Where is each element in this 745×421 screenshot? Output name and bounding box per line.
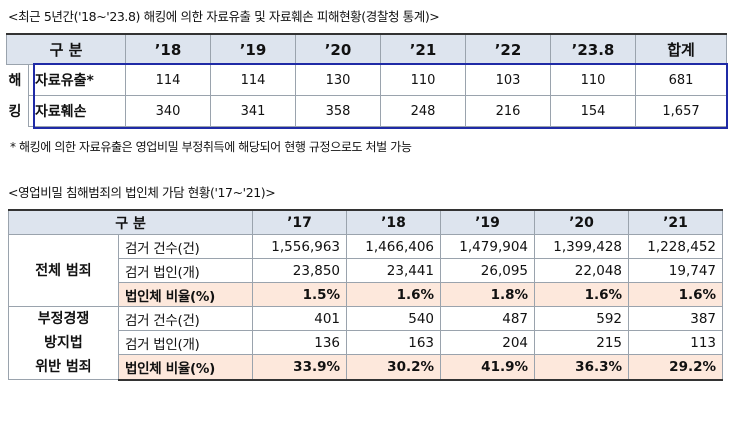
table-cell: 163 xyxy=(346,330,442,356)
row-label: 법인체 비율(%) xyxy=(117,282,254,307)
table-cell: 136 xyxy=(252,330,348,356)
group-label-unfair-competition: 부정경쟁 방지법 위반 범죄 xyxy=(8,306,119,380)
table-cell: 248 xyxy=(380,95,467,127)
table-cell: 1.8% xyxy=(440,282,536,307)
table-cell: 114 xyxy=(125,64,212,96)
table-cell: 341 xyxy=(210,95,297,127)
table-cell: 204 xyxy=(440,330,536,356)
row-label: 검거 건수(건) xyxy=(117,305,254,332)
table1-header-year: ’20 xyxy=(295,33,382,65)
table1-header-year: ’23.8 xyxy=(550,33,637,65)
table2-header-year: ’19 xyxy=(440,209,536,235)
table-cell: 30.2% xyxy=(346,354,442,381)
table-cell: 215 xyxy=(534,330,630,356)
table-cell: 1,399,428 xyxy=(534,234,630,259)
table-cell: 340 xyxy=(125,95,212,127)
table-cell: 130 xyxy=(295,64,382,96)
table-cell: 26,095 xyxy=(440,258,536,283)
table-cell: 103 xyxy=(465,64,552,96)
side-label-hae: 해 xyxy=(6,64,29,96)
group-label-total-crime: 전체 범죄 xyxy=(8,234,119,307)
table1-header-year: ’21 xyxy=(380,33,467,65)
table-row: 검거 법인(개) 23,850 23,441 26,095 22,048 19,… xyxy=(9,258,724,283)
table-cell: 358 xyxy=(295,95,382,127)
table2-header-year: ’20 xyxy=(534,209,630,235)
table-cell: 1.6% xyxy=(346,282,442,307)
table1-header-year: ’19 xyxy=(210,33,297,65)
table-cell: 1.5% xyxy=(252,282,348,307)
corporate-involvement-table: 구 분 ’17 ’18 ’19 ’20 ’21 전체 범죄 검거 건수(건) 1… xyxy=(7,209,724,381)
table-row-ratio: 법인체 비율(%) 1.5% 1.6% 1.8% 1.6% 1.6% xyxy=(9,282,724,307)
table-cell: 110 xyxy=(550,64,637,96)
group-label-line: 방지법 xyxy=(44,335,83,351)
group-label-line: 전체 범죄 xyxy=(35,262,92,279)
row-label: 법인체 비율(%) xyxy=(117,354,254,381)
table-cell: 1,657 xyxy=(635,95,728,127)
table1-header-total: 합계 xyxy=(635,33,728,65)
table-row-ratio: 법인체 비율(%) 33.9% 30.2% 41.9% 36.3% 29.2% xyxy=(9,354,724,381)
table-cell: 114 xyxy=(210,64,297,96)
row-label: 검거 건수(건) xyxy=(117,234,254,259)
table1-header-year: ’22 xyxy=(465,33,552,65)
table-cell: 23,850 xyxy=(252,258,348,283)
table1-header-row: 구 분 ’18 ’19 ’20 ’21 ’22 ’23.8 합계 xyxy=(5,33,728,65)
table-row: 전체 범죄 검거 건수(건) 1,556,963 1,466,406 1,479… xyxy=(8,234,724,307)
group-label-line: 위반 범죄 xyxy=(35,359,92,375)
table-row: 해 자료유출* 114 114 130 110 103 110 681 xyxy=(6,64,728,96)
table-cell: 22,048 xyxy=(534,258,630,283)
table-cell: 41.9% xyxy=(440,354,536,381)
table-cell: 36.3% xyxy=(534,354,630,381)
table-cell: 681 xyxy=(635,64,728,96)
table-row: 부정경쟁 방지법 위반 범죄 검거 건수(건) 401 540 487 592 … xyxy=(8,305,724,380)
hacking-damage-table-container: 구 분 ’18 ’19 ’20 ’21 ’22 ’23.8 합계 해 자료유출*… xyxy=(5,33,728,129)
table-cell: 29.2% xyxy=(628,354,724,381)
table2-header-year: ’21 xyxy=(628,209,724,235)
table-cell: 487 xyxy=(440,305,536,332)
table-cell: 113 xyxy=(628,330,724,356)
table1-caption: <최근 5년간('18~'23.8) 해킹에 의한 자료유출 및 자료훼손 피해… xyxy=(8,9,440,24)
table2-header-row: 구 분 ’17 ’18 ’19 ’20 ’21 xyxy=(7,209,724,235)
table-cell: 1,228,452 xyxy=(628,234,724,259)
table-cell: 1.6% xyxy=(628,282,724,307)
row-label: 검거 법인(개) xyxy=(117,258,254,283)
row-label: 자료훼손 xyxy=(27,95,127,127)
table-row: 검거 법인(개) 136 163 204 215 113 xyxy=(9,330,724,356)
table-cell: 216 xyxy=(465,95,552,127)
hacking-damage-table: 구 분 ’18 ’19 ’20 ’21 ’22 ’23.8 합계 해 자료유출*… xyxy=(5,33,728,127)
table-cell: 592 xyxy=(534,305,630,332)
table1-header-year: ’18 xyxy=(125,33,212,65)
table-cell: 154 xyxy=(550,95,637,127)
table-cell: 401 xyxy=(252,305,348,332)
table-cell: 1.6% xyxy=(534,282,630,307)
table-cell: 19,747 xyxy=(628,258,724,283)
table2-header-year: ’18 xyxy=(346,209,442,235)
table2-header-year: ’17 xyxy=(252,209,348,235)
table-cell: 110 xyxy=(380,64,467,96)
row-label: 검거 법인(개) xyxy=(117,330,254,356)
table-cell: 540 xyxy=(346,305,442,332)
table2-header-category: 구 분 xyxy=(7,209,254,235)
table1-header-category: 구 분 xyxy=(5,33,127,65)
table-cell: 1,479,904 xyxy=(440,234,536,259)
table-cell: 387 xyxy=(628,305,724,332)
table2-caption: <영업비밀 침해범죄의 법인체 가담 현황('17~'21)> xyxy=(8,185,276,200)
group-label-line: 부정경쟁 xyxy=(37,311,90,327)
table-cell: 23,441 xyxy=(346,258,442,283)
table-cell: 1,556,963 xyxy=(252,234,348,259)
table-cell: 1,466,406 xyxy=(346,234,442,259)
table-row: 킹 자료훼손 340 341 358 248 216 154 1,657 xyxy=(6,95,728,127)
side-label-king: 킹 xyxy=(6,95,29,127)
row-label: 자료유출* xyxy=(27,64,127,96)
table-cell: 33.9% xyxy=(252,354,348,381)
table1-footnote: * 해킹에 의한 자료유출은 영업비밀 부정취득에 해당되어 현행 규정으로도 … xyxy=(10,140,412,154)
